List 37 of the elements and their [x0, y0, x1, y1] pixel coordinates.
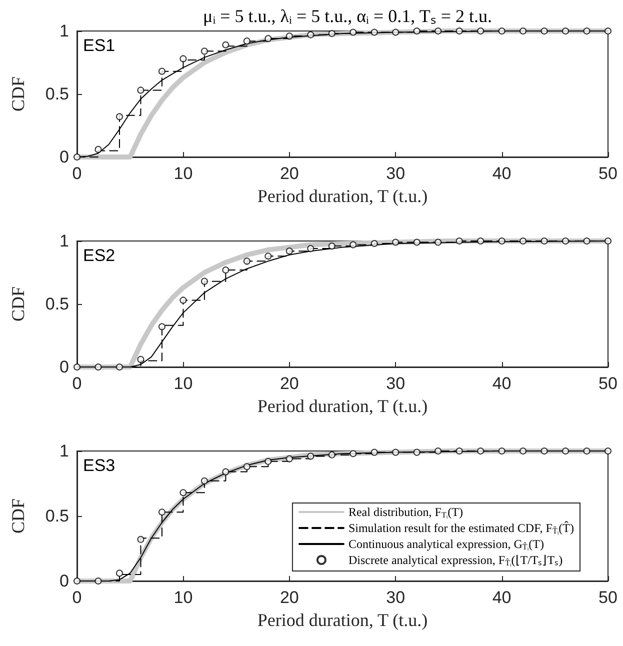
- x-axis-title: Period duration, T (t.u.): [257, 396, 428, 416]
- y-tick-label: 1: [60, 442, 69, 460]
- y-axis-title: CDF: [8, 498, 28, 534]
- y-tick-label: 0: [60, 572, 69, 590]
- x-tick-label: 40: [492, 588, 512, 607]
- x-tick-label: 0: [72, 164, 82, 183]
- x-tick-label: 0: [72, 374, 82, 393]
- y-tick-label: 0.5: [45, 506, 69, 526]
- x-tick-label: 30: [386, 588, 406, 607]
- x-axis-title: Period duration, T (t.u.): [257, 610, 428, 630]
- x-tick-label: 30: [386, 164, 406, 183]
- annotation: ES2: [83, 246, 116, 265]
- annotation: ES1: [83, 36, 116, 55]
- annotation: ES3: [83, 456, 116, 475]
- x-axis-title: Period duration, T (t.u.): [257, 186, 428, 206]
- y-tick-label: 0.5: [45, 84, 69, 104]
- x-tick-label: 20: [280, 588, 299, 607]
- x-tick-label: 40: [492, 164, 512, 183]
- x-tick-label: 0: [72, 588, 82, 607]
- x-tick-label: 20: [280, 164, 299, 183]
- x-tick-label: 50: [598, 588, 618, 607]
- x-tick-label: 50: [598, 164, 618, 183]
- y-tick-label: 1: [60, 22, 69, 40]
- y-tick-label: 0.5: [45, 294, 69, 314]
- x-tick-label: 30: [386, 374, 406, 393]
- x-tick-label: 40: [492, 374, 512, 393]
- chart-title: μᵢ = 5 t.u., λᵢ = 5 t.u., αᵢ = 0.1, Tₛ = 2 t.u.: [203, 6, 492, 26]
- x-tick-label: 10: [174, 588, 193, 607]
- y-tick-label: 1: [60, 232, 69, 250]
- y-tick-label: 0: [60, 148, 69, 166]
- y-tick-label: 0: [60, 358, 69, 376]
- x-tick-label: 10: [174, 164, 193, 183]
- y-axis-title: CDF: [8, 286, 28, 322]
- y-axis-title: CDF: [8, 76, 28, 112]
- x-tick-label: 50: [598, 374, 618, 393]
- x-tick-label: 10: [174, 374, 193, 393]
- x-tick-label: 20: [280, 374, 299, 393]
